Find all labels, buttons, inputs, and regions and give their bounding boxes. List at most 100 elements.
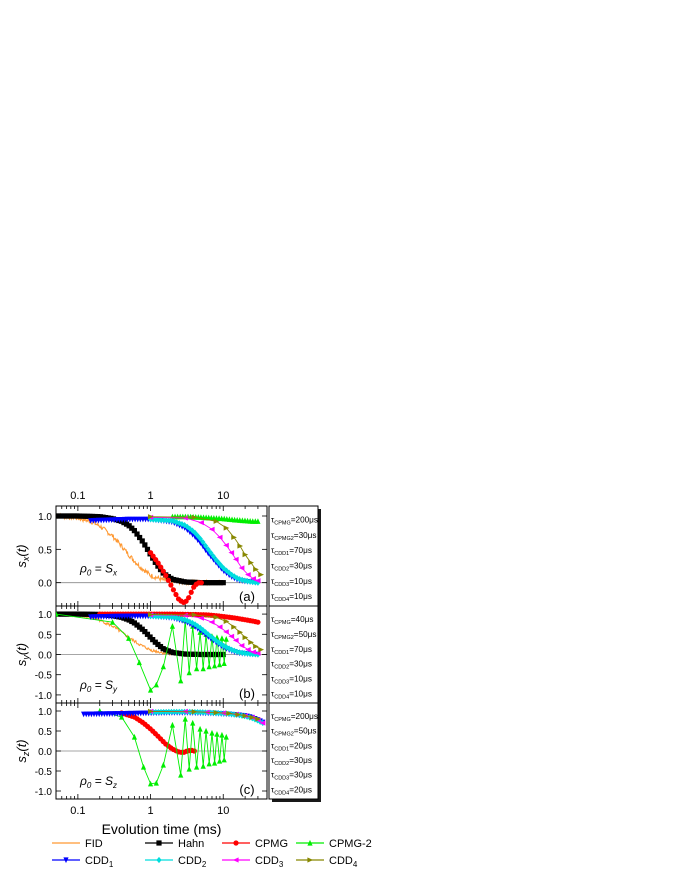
panel-c: 1.00.50.0-0.5-1.0sz(t)ρ0 = Sz (c)τCPMG=20… bbox=[14, 702, 321, 802]
legend-item-CDD3: CDD3 bbox=[222, 855, 284, 869]
tau-symbol: τ bbox=[271, 515, 275, 524]
y-axis-label: sy(t) bbox=[14, 643, 31, 666]
data-point bbox=[242, 650, 248, 657]
data-point bbox=[179, 615, 185, 623]
data-point bbox=[178, 651, 185, 657]
data-point bbox=[213, 710, 220, 716]
data-point bbox=[87, 513, 93, 519]
data-point bbox=[215, 580, 221, 586]
data-point bbox=[248, 560, 254, 566]
data-point bbox=[206, 760, 212, 767]
panel-label: (b) bbox=[239, 686, 255, 701]
legend-label-sub: 2 bbox=[202, 860, 207, 869]
data-point bbox=[202, 629, 209, 636]
tau-entry-value: =30μs bbox=[294, 531, 317, 540]
y-tick-label: -0.5 bbox=[35, 671, 53, 682]
legend-marker bbox=[156, 840, 162, 846]
data-point bbox=[63, 611, 70, 617]
data-point bbox=[250, 649, 257, 655]
data-point bbox=[121, 615, 127, 621]
tau-entry-name: CPMG bbox=[274, 520, 291, 526]
data-point bbox=[144, 546, 151, 552]
data-point bbox=[119, 713, 125, 720]
data-point bbox=[174, 519, 180, 526]
data-point bbox=[181, 651, 187, 657]
data-point bbox=[61, 611, 67, 617]
data-point bbox=[182, 515, 188, 521]
data-point bbox=[226, 710, 233, 716]
data-point bbox=[131, 620, 137, 626]
data-point bbox=[147, 514, 154, 520]
y-axis-label-tail: (t) bbox=[14, 643, 29, 655]
data-point bbox=[221, 756, 227, 763]
series-line bbox=[150, 516, 262, 576]
data-point bbox=[170, 587, 177, 593]
legend-label-sub: 4 bbox=[353, 860, 358, 869]
initial-state-label: ρ0 = Sy bbox=[79, 678, 118, 694]
data-point bbox=[202, 651, 208, 658]
data-point bbox=[165, 648, 171, 654]
data-point bbox=[76, 513, 83, 519]
data-point bbox=[173, 591, 179, 598]
tau-entry-value: =30μs bbox=[289, 756, 312, 765]
data-point bbox=[255, 579, 261, 586]
tau-entry-name: CDD2 bbox=[274, 761, 289, 767]
data-point bbox=[134, 622, 140, 628]
data-point bbox=[206, 663, 212, 670]
tau-entry: τCDD3=10μs bbox=[271, 577, 312, 588]
tau-entry-name: CDD2 bbox=[274, 566, 289, 572]
data-point bbox=[155, 708, 161, 716]
data-point bbox=[218, 641, 224, 648]
tau-entry: τCPMG2=50μs bbox=[271, 630, 317, 641]
data-point bbox=[191, 514, 198, 520]
y-tick-label: 1.0 bbox=[38, 610, 52, 621]
top-x-tick-label: 1 bbox=[147, 490, 153, 502]
data-point bbox=[213, 614, 220, 620]
tau-symbol: τ bbox=[271, 546, 275, 555]
data-point bbox=[245, 572, 251, 578]
tau-entry-name: CDD1 bbox=[274, 746, 289, 752]
tau-entry-name: CDD1 bbox=[274, 650, 289, 656]
data-point bbox=[210, 635, 217, 642]
data-point bbox=[194, 763, 200, 770]
tau-entry: τCDD1=20μs bbox=[271, 741, 312, 752]
data-point bbox=[79, 513, 85, 519]
legend-label-text: Hahn bbox=[178, 838, 204, 850]
legend-label-text: CDD bbox=[178, 855, 202, 867]
data-point bbox=[69, 611, 75, 617]
data-point bbox=[202, 580, 208, 586]
data-point bbox=[187, 525, 193, 532]
data-point bbox=[186, 595, 192, 601]
y-axis-label-tail: (t) bbox=[14, 544, 29, 556]
tau-entry-value: =200μs bbox=[291, 712, 318, 721]
data-point bbox=[255, 619, 261, 625]
series-CDD4 bbox=[147, 708, 262, 722]
tau-entry-value: =10μs bbox=[289, 674, 312, 683]
tau-entry-value: =200μs bbox=[291, 515, 318, 524]
tau-entry-value: =20μs bbox=[289, 741, 312, 750]
data-point bbox=[218, 580, 224, 586]
tau-symbol: τ bbox=[271, 531, 275, 540]
legend-item-CPMG-2: CPMG-2 bbox=[296, 838, 372, 850]
data-point bbox=[182, 715, 188, 722]
data-point bbox=[245, 647, 251, 653]
panel-label: (a) bbox=[239, 589, 255, 604]
tau-entry-value: =10μs bbox=[289, 592, 312, 601]
data-point bbox=[147, 611, 154, 618]
data-point bbox=[197, 725, 203, 732]
series-CDD4 bbox=[147, 514, 265, 578]
y-axis-label: sz(t) bbox=[14, 739, 31, 762]
data-point bbox=[176, 520, 182, 527]
data-point bbox=[178, 677, 184, 684]
data-point bbox=[207, 580, 213, 586]
data-point bbox=[215, 651, 221, 658]
tau-entry: τCDD3=10μs bbox=[271, 674, 312, 685]
y-axis-label-sub: z bbox=[21, 751, 31, 757]
data-point bbox=[76, 611, 83, 617]
legend-label: FID bbox=[85, 838, 103, 850]
data-point bbox=[178, 578, 185, 584]
data-point bbox=[169, 623, 176, 629]
data-point bbox=[153, 681, 159, 688]
data-point bbox=[220, 580, 226, 586]
